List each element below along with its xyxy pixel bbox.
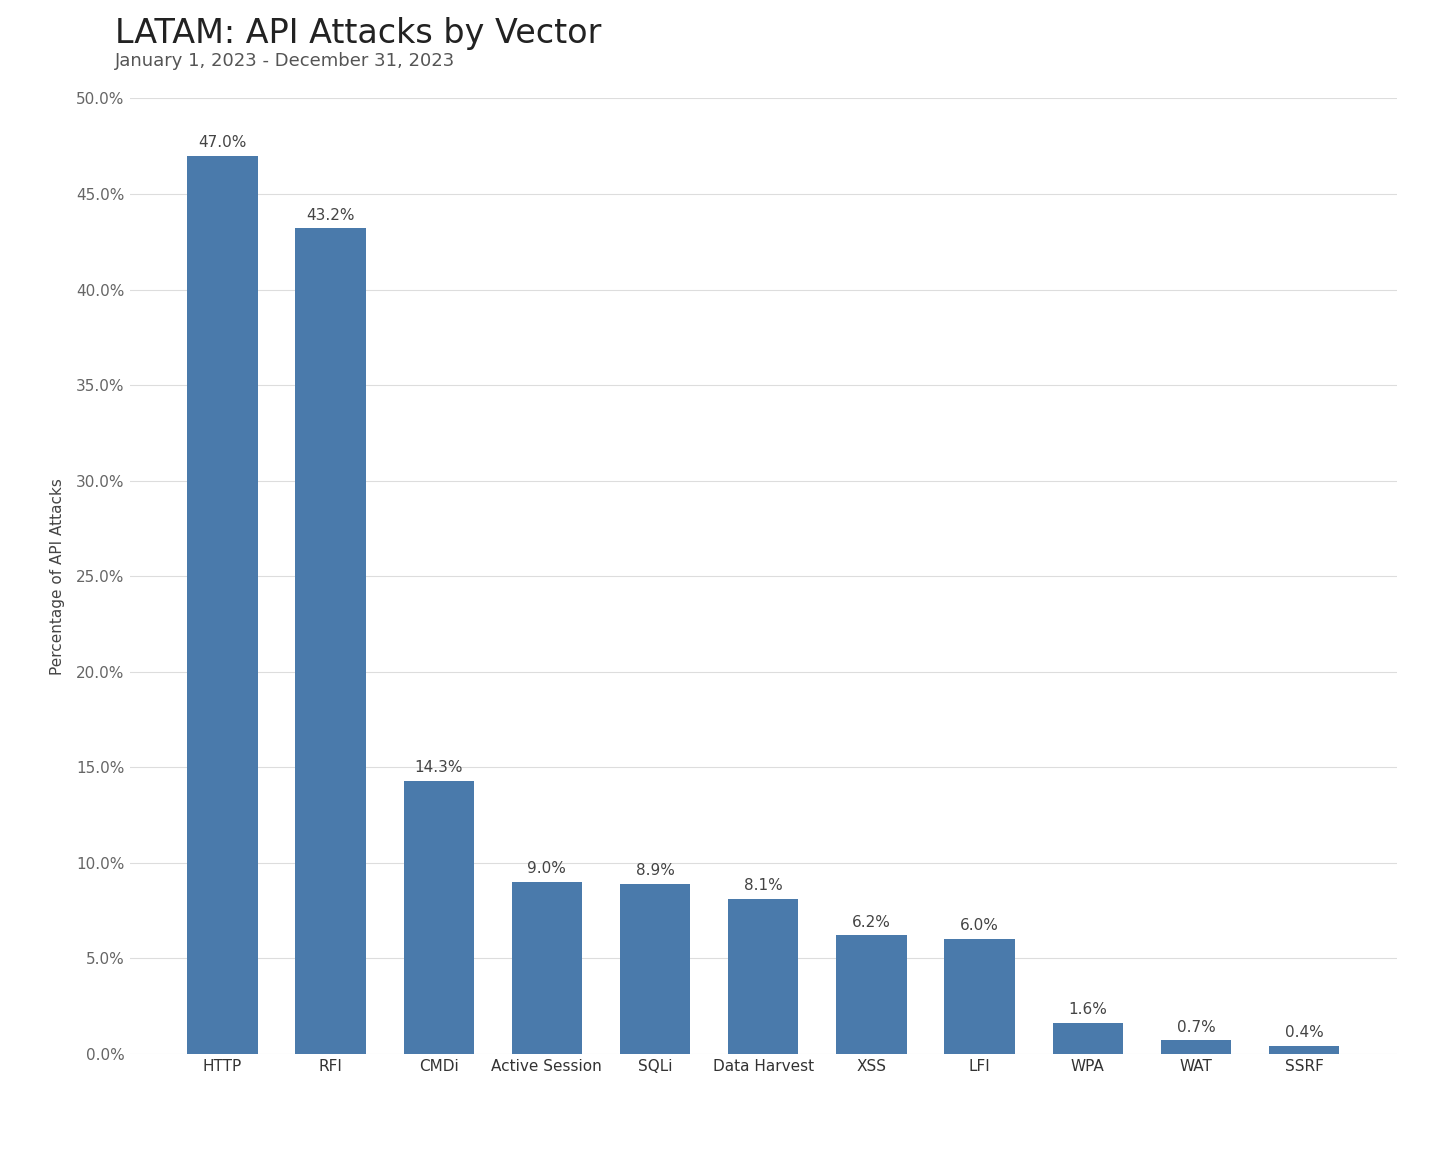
Bar [1161, 1040, 1231, 1054]
Bar [945, 939, 1015, 1054]
Bar [837, 936, 907, 1054]
Text: LATAM: API Attacks by Vector: LATAM: API Attacks by Vector [115, 17, 602, 50]
Text: 14.3%: 14.3% [415, 760, 462, 775]
Text: 6.2%: 6.2% [852, 915, 891, 930]
Bar [1053, 1024, 1123, 1054]
Text: January 1, 2023 - December 31, 2023: January 1, 2023 - December 31, 2023 [115, 52, 455, 71]
Text: 8.9%: 8.9% [635, 863, 674, 878]
Y-axis label: Percentage of API Attacks: Percentage of API Attacks [50, 477, 65, 675]
Bar [619, 884, 690, 1054]
Text: 47.0%: 47.0% [199, 135, 246, 151]
Bar [1269, 1046, 1339, 1054]
Text: 8.1%: 8.1% [744, 878, 782, 893]
Text: 43.2%: 43.2% [307, 207, 354, 222]
Text: 1.6%: 1.6% [1068, 1003, 1107, 1018]
Bar [511, 882, 582, 1054]
Bar [187, 156, 258, 1054]
Text: 9.0%: 9.0% [527, 862, 566, 877]
Bar [403, 780, 474, 1054]
Text: 0.4%: 0.4% [1284, 1025, 1323, 1040]
Bar [729, 899, 798, 1054]
Bar [295, 228, 366, 1054]
Text: 0.7%: 0.7% [1176, 1020, 1215, 1035]
Text: 6.0%: 6.0% [960, 918, 999, 933]
